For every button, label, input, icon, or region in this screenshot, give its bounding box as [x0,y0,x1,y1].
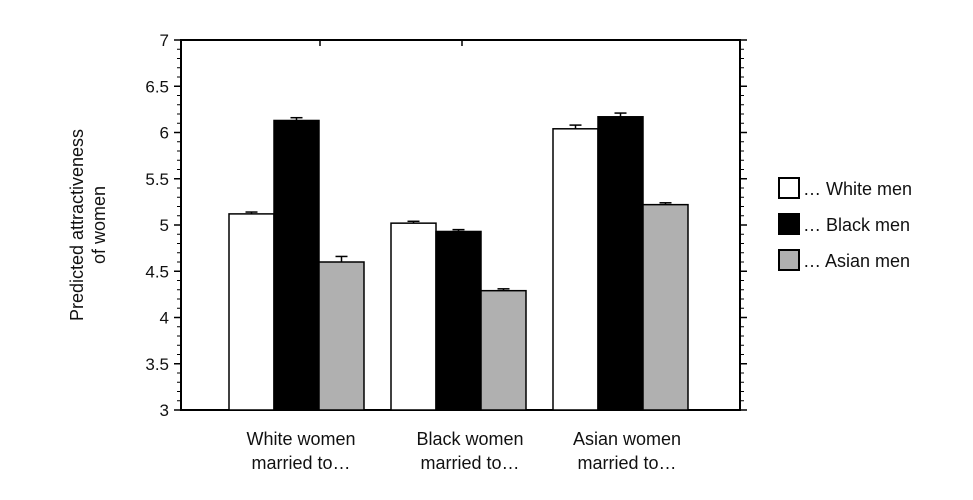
bar [228,213,275,411]
bar [552,128,599,411]
y-tick-label: 4.5 [145,262,169,281]
x-category-label: married to… [251,453,350,473]
y-tick-label: 6 [160,124,169,143]
legend-label: … Asian men [803,251,910,271]
y-axis-title: Predicted attractiveness of women [67,129,109,321]
bar [435,230,482,411]
y-tick-label: 3 [160,401,169,420]
bar [480,289,527,411]
x-axis-labels: White women married to… Black women married… [246,429,681,473]
y-tick-label: 5 [160,216,169,235]
legend-label: … Black men [803,215,910,235]
bar [318,261,365,411]
bar [642,203,689,411]
y-axis-title-line-2: of women [89,186,109,264]
bars [228,40,689,411]
bar [597,116,644,411]
legend-label: … White men [803,179,912,199]
legend-swatch [778,249,800,271]
bar [273,119,320,411]
bar [390,222,437,411]
y-tick-label: 6.5 [145,77,169,96]
x-category-label: White women [246,429,355,449]
legend-swatch [778,213,800,235]
y-tick-label: 3.5 [145,355,169,374]
y-tick-label: 4 [160,309,169,328]
x-category-label: Black women [416,429,523,449]
y-axis: 3 3.5 4 4.5 5 5.5 6 6.5 7 [145,31,747,420]
legend: … White men … Black men … Asian men [778,177,912,271]
legend-swatch [778,177,800,199]
x-category-label: married to… [420,453,519,473]
y-tick-label: 7 [160,31,169,50]
y-tick-label: 5.5 [145,170,169,189]
y-axis-title-line-1: Predicted attractiveness [67,129,87,321]
x-category-label: Asian women [573,429,681,449]
x-category-label: married to… [577,453,676,473]
